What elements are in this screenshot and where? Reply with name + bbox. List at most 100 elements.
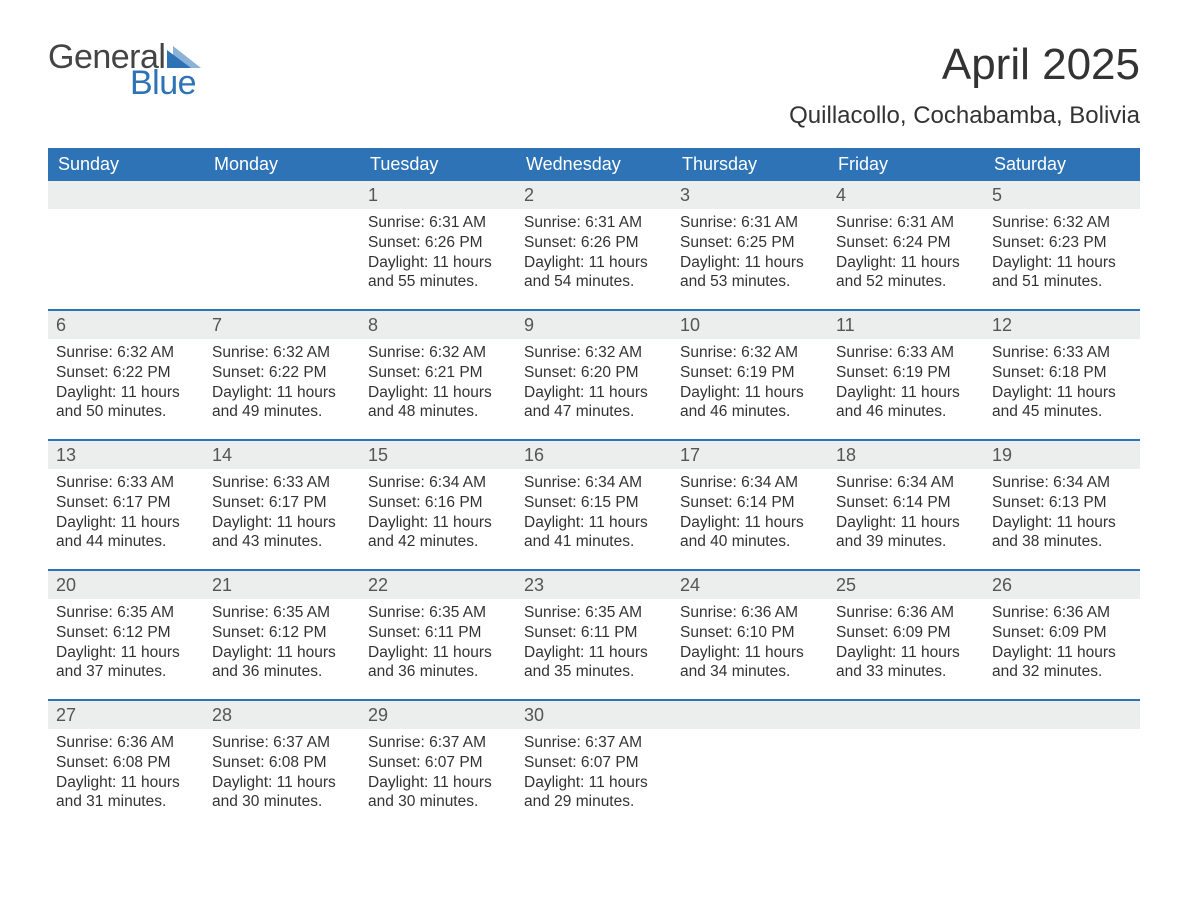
day-d2-line: and 37 minutes. [56,662,196,682]
day-d2-line: and 50 minutes. [56,402,196,422]
day-sunrise-line: Sunrise: 6:34 AM [368,473,508,493]
day-sunrise-line: Sunrise: 6:32 AM [680,343,820,363]
day-number: 18 [828,441,984,469]
day-d1-line: Daylight: 11 hours [212,513,352,533]
day-body: Sunrise: 6:34 AMSunset: 6:16 PMDaylight:… [360,469,516,562]
day-d2-line: and 46 minutes. [836,402,976,422]
day-number: 30 [516,701,672,729]
day-d1-line: Daylight: 11 hours [368,253,508,273]
day-sunset-line: Sunset: 6:11 PM [524,623,664,643]
day-cell: 1Sunrise: 6:31 AMSunset: 6:26 PMDaylight… [360,181,516,309]
day-d2-line: and 39 minutes. [836,532,976,552]
day-d1-line: Daylight: 11 hours [368,643,508,663]
day-sunrise-line: Sunrise: 6:32 AM [524,343,664,363]
day-body: Sunrise: 6:35 AMSunset: 6:11 PMDaylight:… [516,599,672,692]
day-sunset-line: Sunset: 6:23 PM [992,233,1132,253]
day-d2-line: and 36 minutes. [212,662,352,682]
calendar-week: 6Sunrise: 6:32 AMSunset: 6:22 PMDaylight… [48,309,1140,439]
day-number: 23 [516,571,672,599]
weekday-header: Wednesday [516,148,672,181]
day-d2-line: and 47 minutes. [524,402,664,422]
day-number: 1 [360,181,516,209]
day-d1-line: Daylight: 11 hours [524,513,664,533]
day-d2-line: and 34 minutes. [680,662,820,682]
day-d2-line: and 55 minutes. [368,272,508,292]
day-cell [984,701,1140,829]
day-cell [672,701,828,829]
day-number: 6 [48,311,204,339]
day-body: Sunrise: 6:37 AMSunset: 6:07 PMDaylight:… [360,729,516,822]
day-sunset-line: Sunset: 6:15 PM [524,493,664,513]
day-d1-line: Daylight: 11 hours [212,383,352,403]
day-cell: 24Sunrise: 6:36 AMSunset: 6:10 PMDayligh… [672,571,828,699]
day-sunrise-line: Sunrise: 6:35 AM [56,603,196,623]
day-number: 28 [204,701,360,729]
day-d2-line: and 53 minutes. [680,272,820,292]
day-body: Sunrise: 6:34 AMSunset: 6:13 PMDaylight:… [984,469,1140,562]
day-number: 8 [360,311,516,339]
day-sunset-line: Sunset: 6:08 PM [56,753,196,773]
day-cell: 17Sunrise: 6:34 AMSunset: 6:14 PMDayligh… [672,441,828,569]
day-cell: 23Sunrise: 6:35 AMSunset: 6:11 PMDayligh… [516,571,672,699]
day-d1-line: Daylight: 11 hours [56,643,196,663]
day-body: Sunrise: 6:36 AMSunset: 6:09 PMDaylight:… [984,599,1140,692]
day-d1-line: Daylight: 11 hours [524,383,664,403]
day-sunset-line: Sunset: 6:07 PM [524,753,664,773]
day-number: 16 [516,441,672,469]
day-sunrise-line: Sunrise: 6:32 AM [368,343,508,363]
day-sunrise-line: Sunrise: 6:33 AM [992,343,1132,363]
day-body: Sunrise: 6:33 AMSunset: 6:17 PMDaylight:… [48,469,204,562]
day-sunset-line: Sunset: 6:21 PM [368,363,508,383]
day-body: Sunrise: 6:33 AMSunset: 6:17 PMDaylight:… [204,469,360,562]
day-d1-line: Daylight: 11 hours [836,513,976,533]
day-cell: 5Sunrise: 6:32 AMSunset: 6:23 PMDaylight… [984,181,1140,309]
day-d1-line: Daylight: 11 hours [56,513,196,533]
day-sunset-line: Sunset: 6:25 PM [680,233,820,253]
day-d1-line: Daylight: 11 hours [56,383,196,403]
day-d1-line: Daylight: 11 hours [992,643,1132,663]
day-body: Sunrise: 6:36 AMSunset: 6:10 PMDaylight:… [672,599,828,692]
day-cell: 14Sunrise: 6:33 AMSunset: 6:17 PMDayligh… [204,441,360,569]
day-sunrise-line: Sunrise: 6:32 AM [992,213,1132,233]
day-number: 27 [48,701,204,729]
day-cell: 26Sunrise: 6:36 AMSunset: 6:09 PMDayligh… [984,571,1140,699]
day-cell: 21Sunrise: 6:35 AMSunset: 6:12 PMDayligh… [204,571,360,699]
day-cell: 9Sunrise: 6:32 AMSunset: 6:20 PMDaylight… [516,311,672,439]
day-number: 15 [360,441,516,469]
day-d2-line: and 35 minutes. [524,662,664,682]
day-d2-line: and 51 minutes. [992,272,1132,292]
day-sunset-line: Sunset: 6:17 PM [212,493,352,513]
day-sunset-line: Sunset: 6:12 PM [56,623,196,643]
day-number: 14 [204,441,360,469]
day-d2-line: and 29 minutes. [524,792,664,812]
day-sunrise-line: Sunrise: 6:34 AM [524,473,664,493]
day-sunset-line: Sunset: 6:14 PM [680,493,820,513]
day-body: Sunrise: 6:37 AMSunset: 6:07 PMDaylight:… [516,729,672,822]
day-sunset-line: Sunset: 6:14 PM [836,493,976,513]
day-sunset-line: Sunset: 6:26 PM [524,233,664,253]
day-d2-line: and 41 minutes. [524,532,664,552]
day-d2-line: and 48 minutes. [368,402,508,422]
page-header: General Blue April 2025 Quillacollo, Coc… [48,40,1140,130]
day-body: Sunrise: 6:33 AMSunset: 6:19 PMDaylight:… [828,339,984,432]
day-sunset-line: Sunset: 6:13 PM [992,493,1132,513]
day-body: Sunrise: 6:34 AMSunset: 6:14 PMDaylight:… [672,469,828,562]
weeks-container: 1Sunrise: 6:31 AMSunset: 6:26 PMDaylight… [48,181,1140,829]
day-sunrise-line: Sunrise: 6:33 AM [56,473,196,493]
day-d1-line: Daylight: 11 hours [524,643,664,663]
day-cell: 6Sunrise: 6:32 AMSunset: 6:22 PMDaylight… [48,311,204,439]
day-d2-line: and 52 minutes. [836,272,976,292]
day-sunrise-line: Sunrise: 6:35 AM [524,603,664,623]
day-cell: 20Sunrise: 6:35 AMSunset: 6:12 PMDayligh… [48,571,204,699]
day-number: 21 [204,571,360,599]
day-sunset-line: Sunset: 6:18 PM [992,363,1132,383]
day-number: 10 [672,311,828,339]
weekday-header-row: Sunday Monday Tuesday Wednesday Thursday… [48,148,1140,181]
day-cell: 29Sunrise: 6:37 AMSunset: 6:07 PMDayligh… [360,701,516,829]
month-title: April 2025 [789,40,1140,90]
day-d1-line: Daylight: 11 hours [212,643,352,663]
day-body: Sunrise: 6:31 AMSunset: 6:25 PMDaylight:… [672,209,828,302]
day-sunrise-line: Sunrise: 6:35 AM [368,603,508,623]
day-cell: 7Sunrise: 6:32 AMSunset: 6:22 PMDaylight… [204,311,360,439]
day-number: 5 [984,181,1140,209]
